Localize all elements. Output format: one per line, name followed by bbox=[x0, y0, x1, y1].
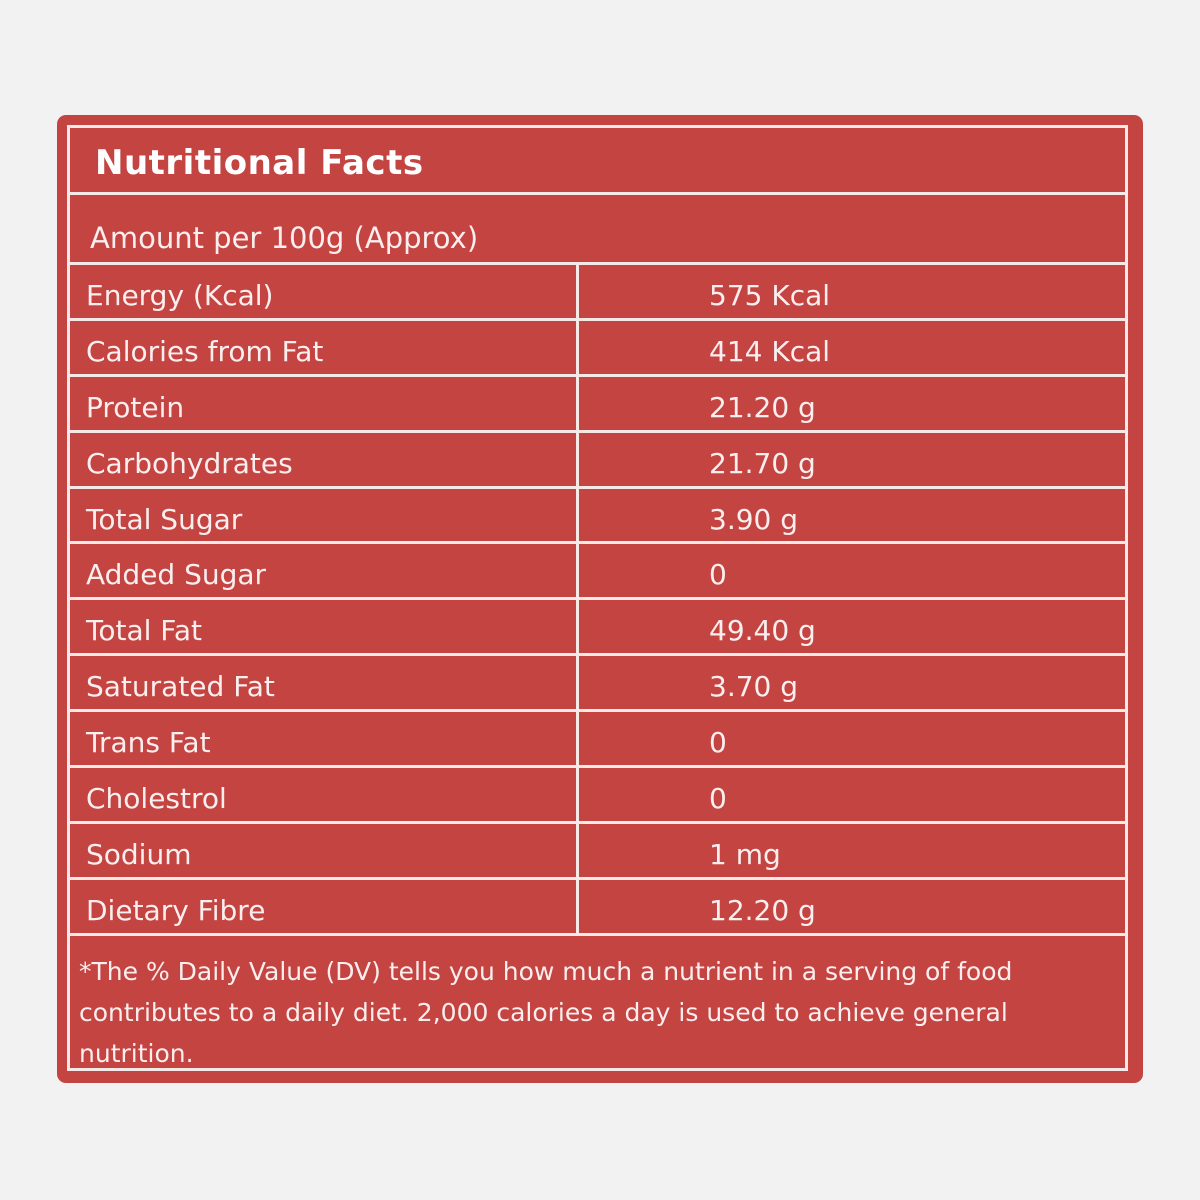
nutrition-table: Nutritional Facts Amount per 100g (Appro… bbox=[67, 125, 1128, 1071]
nutrient-value: 0 bbox=[709, 726, 727, 760]
table-row: Added Sugar 0 bbox=[70, 544, 1125, 601]
table-row: Total Sugar 3.90 g bbox=[70, 488, 1125, 545]
nutrient-value: 1 mg bbox=[709, 837, 781, 871]
nutrient-value: 21.20 g bbox=[709, 390, 816, 424]
table-title: Nutritional Facts bbox=[70, 128, 1125, 195]
nutrient-rows: Energy (Kcal) 575 Kcal Calories from Fat 41… bbox=[70, 265, 1125, 936]
nutrient-name: Dietary Fibre bbox=[70, 879, 579, 933]
table-row: Trans Fat 0 bbox=[70, 712, 1125, 769]
table-row: Total Fat 49.40 g bbox=[70, 600, 1125, 657]
nutrient-name: Energy (Kcal) bbox=[70, 265, 579, 318]
nutrient-value: 0 bbox=[709, 558, 727, 592]
table-row: Energy (Kcal) 575 Kcal bbox=[70, 265, 1125, 321]
table-row: Calories from Fat 414 Kcal bbox=[70, 320, 1125, 377]
table-row: Saturated Fat 3.70 g bbox=[70, 656, 1125, 713]
nutrient-value: 0 bbox=[709, 782, 727, 816]
nutrient-value: 414 Kcal bbox=[709, 334, 831, 368]
nutrient-value: 12.20 g bbox=[709, 893, 816, 927]
nutrient-name: Cholestrol bbox=[70, 768, 579, 821]
nutrition-facts-card: Nutritional Facts Amount per 100g (Appro… bbox=[57, 115, 1143, 1083]
nutrient-name: Saturated Fat bbox=[70, 656, 579, 710]
nutrient-name: Carbohydrates bbox=[70, 432, 579, 486]
nutrient-value: 3.70 g bbox=[709, 670, 799, 704]
nutrient-name: Total Fat bbox=[70, 600, 579, 654]
table-row: Protein 21.20 g bbox=[70, 376, 1125, 433]
nutrient-name: Calories from Fat bbox=[70, 320, 579, 374]
nutrient-name: Sodium bbox=[70, 823, 579, 877]
nutrient-value: 575 Kcal bbox=[709, 279, 831, 312]
nutrient-name: Protein bbox=[70, 376, 579, 430]
nutrient-value: 3.90 g bbox=[709, 502, 799, 536]
nutrient-name: Added Sugar bbox=[70, 544, 579, 598]
nutrient-name: Total Sugar bbox=[70, 488, 579, 542]
table-row: Sodium 1 mg bbox=[70, 823, 1125, 880]
serving-amount: Amount per 100g (Approx) bbox=[70, 195, 1125, 265]
nutrient-value: 21.70 g bbox=[709, 446, 816, 480]
table-row: Carbohydrates 21.70 g bbox=[70, 432, 1125, 489]
footnote: *The % Daily Value (DV) tells you how mu… bbox=[79, 957, 1013, 1068]
table-row: Dietary Fibre 12.20 g bbox=[70, 879, 1125, 936]
table-row: Cholestrol 0 bbox=[70, 768, 1125, 824]
nutrient-value: 49.40 g bbox=[709, 614, 816, 648]
nutrient-name: Trans Fat bbox=[70, 712, 579, 766]
